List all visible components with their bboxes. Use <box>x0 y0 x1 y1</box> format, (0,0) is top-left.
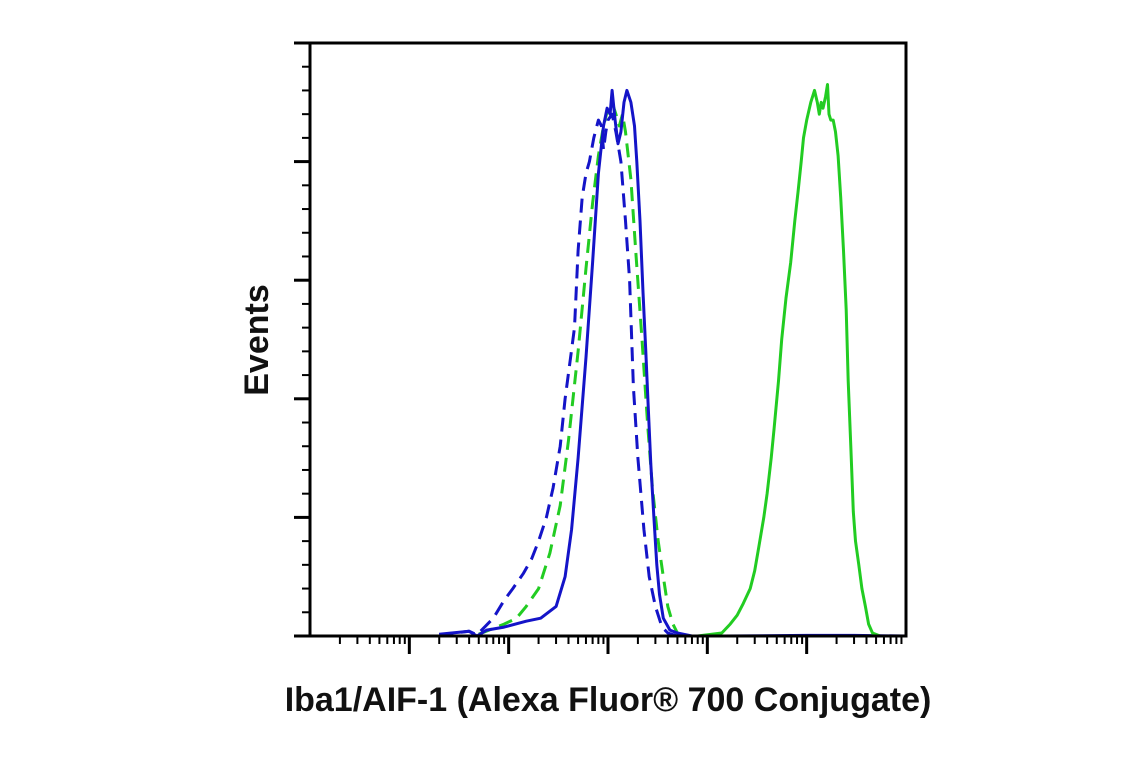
histogram-series-4 <box>310 83 906 638</box>
y-axis-title: Events <box>238 284 276 396</box>
histogram-series-2 <box>478 100 686 638</box>
series-layer <box>310 83 907 638</box>
plot-frame <box>308 41 908 638</box>
x-axis-title: Iba1/AIF-1 (Alexa Fluor® 700 Conjugate) <box>285 681 932 719</box>
histogram-series-1 <box>439 112 678 638</box>
histogram-series-3 <box>439 88 907 638</box>
ticks-layer <box>294 41 903 654</box>
